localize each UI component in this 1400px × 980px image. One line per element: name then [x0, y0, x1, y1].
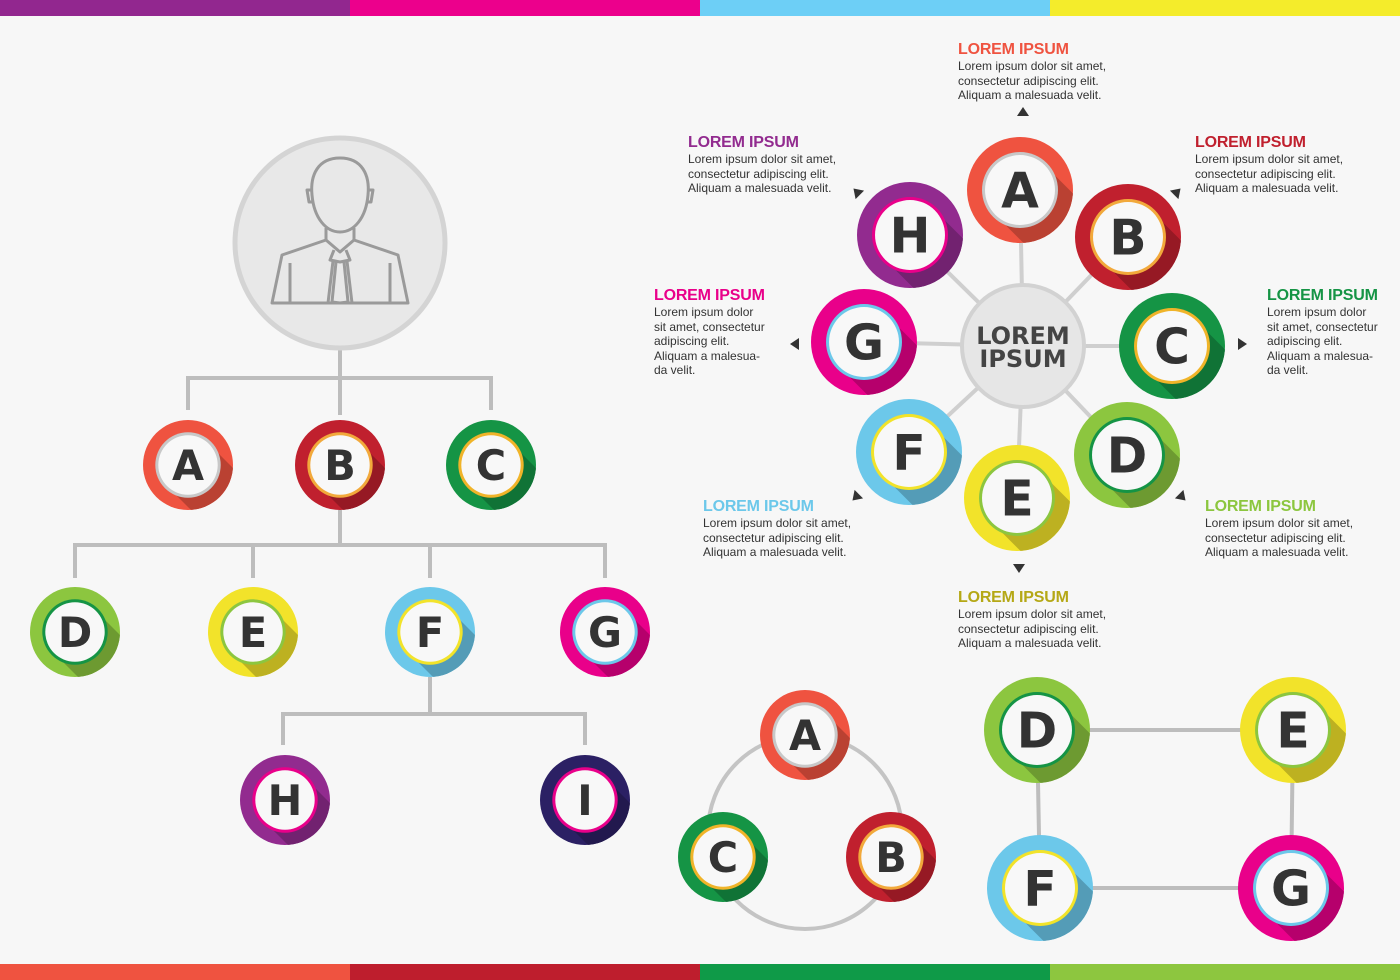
info-body: Lorem ipsum dolor sit amet, consectetur …	[654, 305, 765, 378]
info-title: LOREM IPSUM	[1267, 287, 1378, 304]
node-letter: A	[172, 442, 204, 490]
radial-node-h[interactable]: H	[857, 182, 1041, 366]
info-body: Lorem ipsum dolor sit amet, consectetur …	[703, 516, 852, 560]
node-letter: D	[1017, 703, 1057, 759]
node-letter: A	[1001, 163, 1039, 219]
node-letter: C	[708, 834, 738, 882]
node-letter: D	[58, 609, 92, 657]
node-letter: F	[1023, 861, 1056, 917]
tree-node-e[interactable]: E	[208, 587, 364, 743]
info-body: Lorem ipsum dolor sit amet, consectetur …	[958, 59, 1107, 103]
radial-node-f[interactable]: F	[856, 399, 1040, 583]
radial-node-b[interactable]: B	[1075, 184, 1259, 368]
center-label-line2: IPSUM	[979, 345, 1066, 373]
node-letter: G	[588, 609, 622, 657]
bottom-color-bar	[0, 964, 350, 980]
info-label-e: LOREM IPSUM Lorem ipsum dolor sit amet, c…	[958, 589, 1106, 651]
top-color-bar	[0, 0, 350, 16]
node-letter: G	[1271, 861, 1311, 917]
info-body: Lorem ipsum dolor sit amet, consectetur …	[688, 152, 837, 196]
info-title: LOREM IPSUM	[958, 589, 1069, 606]
info-label-f: LOREM IPSUM Lorem ipsum dolor sit amet, c…	[703, 498, 851, 560]
bottom-color-bar	[1050, 964, 1400, 980]
info-title: LOREM IPSUM	[688, 134, 799, 151]
tree-node-c[interactable]: C	[446, 420, 602, 576]
tree-node-g[interactable]: G	[560, 587, 716, 743]
info-body: Lorem ipsum dolor sit amet, consectetur …	[1267, 305, 1378, 378]
top-color-bar	[350, 0, 700, 16]
radial-node-c[interactable]: C	[1119, 293, 1303, 477]
info-title: LOREM IPSUM	[1195, 134, 1306, 151]
radial-node-e[interactable]: E	[964, 445, 1148, 629]
top-color-bar	[700, 0, 1050, 16]
node-letter: E	[239, 609, 267, 657]
node-letter: C	[476, 442, 506, 490]
info-label-b: LOREM IPSUM Lorem ipsum dolor sit amet, c…	[1195, 134, 1343, 196]
top-color-bar	[1050, 0, 1400, 16]
node-letter: F	[416, 609, 444, 657]
cycle-node-c[interactable]: C	[678, 812, 834, 968]
cycle-node-b[interactable]: B	[846, 812, 1002, 968]
triangle-pointer-icon	[1238, 338, 1247, 350]
info-label-a: LOREM IPSUM Lorem ipsum dolor sit amet, c…	[958, 41, 1106, 103]
tree-node-a[interactable]: A	[143, 420, 299, 576]
square-node-e[interactable]: E	[1240, 677, 1400, 861]
info-body: Lorem ipsum dolor sit amet, consectetur …	[1205, 516, 1354, 560]
triangle-pointer-icon	[1174, 489, 1186, 501]
node-letter: H	[268, 777, 303, 825]
node-letter: A	[789, 712, 821, 760]
person-icon	[270, 156, 410, 305]
triangle-pointer-icon	[1169, 188, 1181, 200]
info-label-d: LOREM IPSUM Lorem ipsum dolor sit amet, c…	[1205, 498, 1353, 560]
node-letter: G	[844, 315, 884, 371]
triangle-pointer-icon	[1017, 107, 1029, 116]
square-node-f[interactable]: F	[987, 835, 1171, 980]
center-label-line1: LOREM	[976, 322, 1070, 350]
cycle-node-a[interactable]: A	[760, 690, 916, 846]
tree-node-f[interactable]: F	[385, 587, 541, 743]
node-letter: I	[577, 777, 592, 825]
triangle-pointer-icon	[852, 489, 864, 501]
info-title: LOREM IPSUM	[1205, 498, 1316, 515]
node-letter: E	[1276, 703, 1309, 759]
bottom-color-bar	[700, 964, 1050, 980]
triangle-pointer-icon	[853, 188, 865, 200]
info-body: Lorem ipsum dolor sit amet, consectetur …	[1195, 152, 1344, 196]
info-label-h: LOREM IPSUM Lorem ipsum dolor sit amet, c…	[688, 134, 836, 196]
node-letter: B	[1109, 210, 1146, 266]
radial-node-g[interactable]: G	[811, 289, 995, 473]
node-letter: B	[324, 442, 356, 490]
node-letter: C	[1154, 319, 1190, 375]
connector-line	[281, 712, 587, 745]
radial-node-a[interactable]: A	[967, 137, 1151, 321]
node-letter: D	[1107, 428, 1147, 484]
tree-node-i[interactable]: I	[540, 755, 696, 911]
bottom-color-bar	[350, 964, 700, 980]
connector-line	[73, 543, 607, 578]
node-letter: H	[890, 208, 931, 264]
info-label-c: LOREM IPSUM Lorem ipsum dolor sit amet, c…	[1267, 287, 1378, 378]
person-node	[232, 135, 448, 351]
node-letter: B	[875, 834, 907, 882]
info-label-g: LOREM IPSUM Lorem ipsum dolor sit amet, c…	[654, 287, 765, 378]
info-body: Lorem ipsum dolor sit amet, consectetur …	[958, 607, 1107, 651]
info-title: LOREM IPSUM	[654, 287, 765, 304]
node-letter: E	[1000, 471, 1033, 527]
square-node-g[interactable]: G	[1238, 835, 1400, 980]
tree-node-b[interactable]: B	[295, 420, 451, 576]
radial-node-d[interactable]: D	[1074, 402, 1258, 586]
triangle-pointer-icon	[790, 338, 799, 350]
tree-node-h[interactable]: H	[240, 755, 396, 911]
node-letter: F	[892, 425, 925, 481]
info-title: LOREM IPSUM	[703, 498, 814, 515]
triangle-pointer-icon	[1013, 564, 1025, 573]
info-title: LOREM IPSUM	[958, 41, 1069, 58]
tree-node-d[interactable]: D	[30, 587, 186, 743]
square-node-d[interactable]: D	[984, 677, 1168, 861]
